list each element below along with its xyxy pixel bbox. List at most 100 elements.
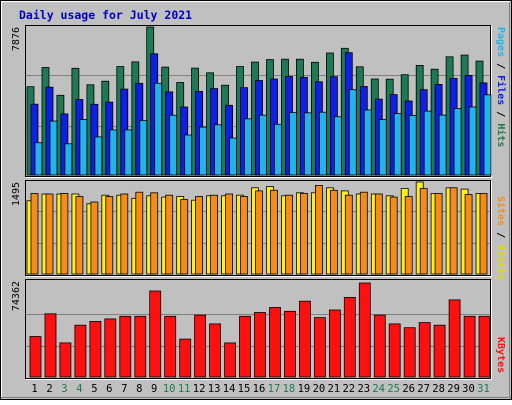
bar-pages-day-20 <box>318 111 327 176</box>
day-label-4: 4 <box>76 383 82 395</box>
bar-kbytes-day-4 <box>74 324 87 378</box>
bar-pages-day-5 <box>94 136 103 176</box>
day-label-21: 21 <box>327 383 340 395</box>
bar-kbytes-day-30 <box>463 315 476 378</box>
bar-pages-day-1 <box>34 142 43 176</box>
bar-kbytes-day-31 <box>478 315 491 378</box>
bar-kbytes-day-21 <box>328 309 341 378</box>
bar-kbytes-day-10 <box>164 315 177 378</box>
bar-sites-day-8 <box>135 191 144 275</box>
bar-pages-day-28 <box>438 114 447 176</box>
bar-pages-day-4 <box>79 119 88 176</box>
bar-sites-day-19 <box>299 192 308 275</box>
bar-sites-day-26 <box>404 196 413 275</box>
day-label-14: 14 <box>223 383 236 395</box>
bar-sites-day-3 <box>60 192 69 275</box>
panel-sites-bars <box>26 181 488 275</box>
panel-hits-ymax-label: 7876 <box>11 27 22 51</box>
bar-kbytes-day-29 <box>448 299 461 378</box>
bar-pages-day-2 <box>49 120 58 176</box>
bar-pages-day-19 <box>303 112 312 176</box>
bar-sites-day-18 <box>285 194 293 275</box>
bar-kbytes-day-14 <box>224 342 237 378</box>
bar-kbytes-day-11 <box>179 338 192 378</box>
day-label-19: 19 <box>298 383 311 395</box>
bar-kbytes-day-22 <box>343 296 356 378</box>
legend-sep-2: / <box>495 105 506 123</box>
bar-kbytes-day-2 <box>44 313 57 378</box>
day-label-10: 10 <box>163 383 176 395</box>
bar-sites-day-21 <box>329 189 338 275</box>
bar-sites-day-16 <box>255 190 263 275</box>
day-label-22: 22 <box>342 383 355 395</box>
panel-sites-legend: Sites / Visits <box>495 196 507 280</box>
bar-sites-day-4 <box>75 196 84 275</box>
legend-files: Files <box>495 75 507 105</box>
bar-kbytes-day-8 <box>134 315 147 378</box>
panel-hits-legend: Pages / Files / Hits <box>495 27 507 147</box>
bar-pages-day-23 <box>363 109 372 176</box>
panel-kbytes-legend: KBytes <box>495 337 506 373</box>
bar-kbytes-day-1 <box>29 336 42 378</box>
bar-sites-day-10 <box>165 194 174 275</box>
bar-pages-day-3 <box>64 143 73 176</box>
day-label-2: 2 <box>46 383 52 395</box>
bar-files-day-1 <box>30 103 39 176</box>
bar-kbytes-day-7 <box>119 315 132 378</box>
bar-sites-day-24 <box>374 193 383 275</box>
day-label-25: 25 <box>387 383 400 395</box>
bar-kbytes-day-15 <box>239 315 251 378</box>
day-label-13: 13 <box>208 383 221 395</box>
bar-kbytes-day-20 <box>313 317 326 378</box>
day-label-15: 15 <box>238 383 251 395</box>
bar-kbytes-day-12 <box>194 314 207 378</box>
bar-sites-day-27 <box>419 188 428 275</box>
bar-pages-day-29 <box>453 108 462 176</box>
day-label-3: 3 <box>61 383 67 395</box>
chart-title: Daily usage for July 2021 <box>19 8 192 22</box>
panel-kbytes: 74362 KBytes <box>11 279 506 380</box>
bar-sites-day-13 <box>210 194 219 275</box>
day-label-29: 29 <box>447 383 460 395</box>
bar-kbytes-day-25 <box>388 323 401 378</box>
bar-pages-day-8 <box>139 120 148 176</box>
bar-sites-day-5 <box>90 201 99 275</box>
bar-sites-day-28 <box>434 192 443 275</box>
bar-pages-day-26 <box>408 115 417 176</box>
bar-pages-day-9 <box>154 82 163 176</box>
day-label-16: 16 <box>253 383 266 395</box>
bar-sites-day-12 <box>195 196 204 275</box>
day-label-20: 20 <box>313 383 326 395</box>
bar-kbytes-day-13 <box>209 323 222 378</box>
bar-kbytes-day-6 <box>104 318 117 378</box>
bar-pages-day-12 <box>199 126 208 176</box>
panel-hits: 7876 Pages / Files / Hits <box>11 25 507 178</box>
panel-hits-bars <box>26 26 492 176</box>
bar-kbytes-day-28 <box>433 324 446 378</box>
bar-sites-day-14 <box>225 193 234 275</box>
day-label-27: 27 <box>417 383 430 395</box>
legend-sep-3: / <box>495 226 506 244</box>
bar-kbytes-day-26 <box>403 327 416 378</box>
bar-sites-day-30 <box>464 194 473 275</box>
bar-pages-day-30 <box>468 106 477 176</box>
bar-kbytes-day-5 <box>89 320 102 378</box>
legend-sites: Sites <box>495 196 507 226</box>
bar-pages-day-7 <box>124 129 133 176</box>
day-label-23: 23 <box>357 383 370 395</box>
bar-pages-day-18 <box>289 112 297 176</box>
bar-pages-day-11 <box>184 134 193 176</box>
bar-kbytes-day-18 <box>284 310 296 378</box>
bar-pages-day-10 <box>169 114 178 176</box>
bar-sites-day-7 <box>120 193 129 275</box>
bar-pages-day-16 <box>259 114 267 176</box>
day-label-18: 18 <box>283 383 296 395</box>
bar-kbytes-day-16 <box>254 312 266 378</box>
bar-pages-day-6 <box>109 129 118 176</box>
panel-sites: 1495 Sites / Visits <box>11 180 507 280</box>
bar-kbytes-day-23 <box>358 282 371 378</box>
bar-pages-day-27 <box>423 110 432 176</box>
day-label-6: 6 <box>106 383 112 395</box>
bar-pages-day-17 <box>274 123 282 176</box>
bar-kbytes-day-17 <box>269 307 281 378</box>
